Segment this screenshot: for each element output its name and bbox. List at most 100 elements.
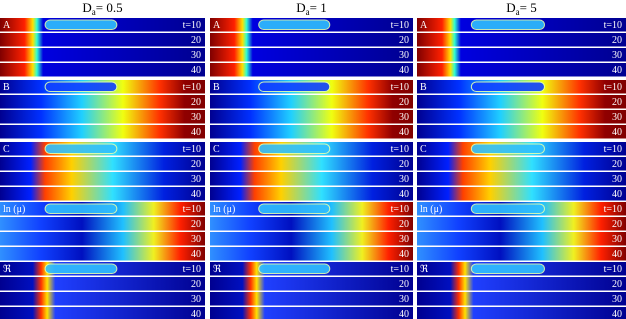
field-strip bbox=[417, 63, 626, 77]
time-label: 40 bbox=[612, 189, 622, 200]
column-header: Da= 1 bbox=[296, 0, 326, 17]
finger bbox=[258, 203, 331, 214]
field-strip bbox=[210, 95, 413, 109]
time-label: 30 bbox=[612, 294, 622, 305]
time-label: t=10 bbox=[604, 144, 622, 155]
header-symbol: D bbox=[296, 0, 305, 15]
time-label: 30 bbox=[399, 234, 409, 245]
time-label: t=10 bbox=[391, 144, 409, 155]
time-label: 40 bbox=[612, 309, 622, 319]
time-label: t=10 bbox=[391, 204, 409, 215]
time-label: 40 bbox=[191, 127, 201, 138]
time-label: 30 bbox=[612, 112, 622, 123]
time-label: t=10 bbox=[183, 82, 201, 93]
header-subscript: a bbox=[92, 7, 96, 17]
row-label: ln (μ) bbox=[3, 204, 25, 215]
finger bbox=[470, 263, 545, 274]
finger bbox=[258, 143, 331, 154]
time-label: 20 bbox=[612, 97, 622, 108]
field-strip bbox=[210, 187, 413, 201]
field-strip bbox=[0, 33, 205, 47]
field-strip bbox=[210, 157, 413, 171]
time-label: 40 bbox=[399, 65, 409, 76]
time-label: 40 bbox=[191, 65, 201, 76]
finger bbox=[470, 203, 545, 214]
field-strip bbox=[417, 125, 626, 139]
field-strip bbox=[210, 232, 413, 246]
time-label: 40 bbox=[399, 127, 409, 138]
time-label: 20 bbox=[612, 279, 622, 290]
finger bbox=[470, 19, 545, 30]
field-strip bbox=[417, 172, 626, 186]
time-label: 30 bbox=[399, 294, 409, 305]
time-label: t=10 bbox=[604, 204, 622, 215]
time-label: 40 bbox=[612, 127, 622, 138]
time-label: t=10 bbox=[604, 264, 622, 275]
finger bbox=[258, 19, 331, 30]
field-strip bbox=[417, 95, 626, 109]
field-strip bbox=[417, 217, 626, 231]
header-value: = 1 bbox=[310, 0, 327, 15]
finger bbox=[44, 19, 118, 30]
finger bbox=[470, 143, 545, 154]
header-symbol: D bbox=[506, 0, 515, 15]
time-label: 40 bbox=[399, 309, 409, 319]
time-label: 30 bbox=[399, 174, 409, 185]
time-label: 20 bbox=[191, 35, 201, 46]
time-label: 40 bbox=[191, 249, 201, 260]
time-label: 40 bbox=[612, 65, 622, 76]
time-label: 30 bbox=[399, 50, 409, 61]
time-label: 30 bbox=[191, 174, 201, 185]
time-label: 20 bbox=[399, 97, 409, 108]
time-label: t=10 bbox=[391, 264, 409, 275]
finger bbox=[44, 203, 118, 214]
field-strip bbox=[210, 48, 413, 62]
field-strip bbox=[210, 307, 413, 319]
time-label: 20 bbox=[399, 35, 409, 46]
column-header: Da= 0.5 bbox=[82, 0, 122, 17]
field-strip bbox=[417, 292, 626, 306]
row-label: ln (μ) bbox=[420, 204, 442, 215]
time-label: 40 bbox=[191, 309, 201, 319]
time-label: 40 bbox=[612, 249, 622, 260]
time-label: 20 bbox=[191, 97, 201, 108]
field-strip bbox=[0, 307, 205, 319]
row-label: A bbox=[3, 20, 11, 31]
field-strip bbox=[0, 172, 205, 186]
header-value: = 0.5 bbox=[96, 0, 123, 15]
row-label: C bbox=[213, 144, 220, 155]
time-label: 30 bbox=[399, 112, 409, 123]
time-label: 40 bbox=[399, 189, 409, 200]
time-label: 20 bbox=[191, 159, 201, 170]
time-label: 30 bbox=[612, 50, 622, 61]
field-strip bbox=[0, 125, 205, 139]
row-label: B bbox=[420, 82, 427, 93]
row-label: C bbox=[420, 144, 427, 155]
field-strip bbox=[0, 292, 205, 306]
row-label: ℜ bbox=[420, 264, 429, 275]
header-subscript: a bbox=[306, 7, 310, 17]
finger bbox=[44, 81, 118, 92]
header-symbol: D bbox=[82, 0, 91, 15]
field-strip bbox=[0, 187, 205, 201]
field-strip bbox=[210, 110, 413, 124]
field-strip bbox=[0, 63, 205, 77]
field-strip bbox=[210, 125, 413, 139]
field-strip bbox=[210, 277, 413, 291]
time-label: 20 bbox=[191, 279, 201, 290]
header-value: = 5 bbox=[520, 0, 537, 15]
time-label: 40 bbox=[191, 189, 201, 200]
row-label: B bbox=[3, 82, 10, 93]
field-strip bbox=[0, 157, 205, 171]
time-label: 20 bbox=[399, 279, 409, 290]
time-label: t=10 bbox=[391, 82, 409, 93]
field-strip bbox=[417, 187, 626, 201]
field-strip bbox=[0, 277, 205, 291]
time-label: 20 bbox=[399, 159, 409, 170]
finger bbox=[258, 263, 331, 274]
time-label: t=10 bbox=[604, 20, 622, 31]
field-strip bbox=[0, 48, 205, 62]
time-label: 30 bbox=[191, 50, 201, 61]
finger bbox=[44, 143, 118, 154]
